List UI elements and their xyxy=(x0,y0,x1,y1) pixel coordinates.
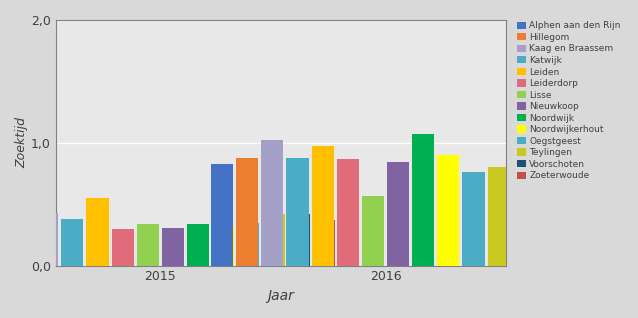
Y-axis label: Zoektijd: Zoektijd xyxy=(15,117,28,168)
Bar xyxy=(437,155,459,266)
Bar xyxy=(262,214,285,266)
Bar xyxy=(286,157,309,266)
Bar xyxy=(0,225,8,266)
Bar xyxy=(187,224,209,266)
Bar xyxy=(112,229,134,266)
Bar xyxy=(237,223,260,266)
Bar xyxy=(387,162,409,266)
Bar xyxy=(311,147,334,266)
Bar xyxy=(513,147,535,266)
Bar xyxy=(11,235,33,266)
Bar xyxy=(463,172,484,266)
Bar xyxy=(538,164,560,266)
Bar xyxy=(61,219,84,266)
Bar xyxy=(236,157,258,266)
Bar xyxy=(262,140,283,266)
X-axis label: Jaar: Jaar xyxy=(267,289,294,303)
Bar xyxy=(412,134,434,266)
Bar xyxy=(162,227,184,266)
Bar xyxy=(313,220,335,266)
Bar xyxy=(211,164,234,266)
Bar xyxy=(137,224,159,266)
Bar xyxy=(337,159,359,266)
Bar xyxy=(212,226,234,266)
Bar xyxy=(87,198,108,266)
Bar xyxy=(362,196,384,266)
Bar xyxy=(288,214,309,266)
Bar xyxy=(36,213,58,266)
Legend: Alphen aan den Rijn, Hillegom, Kaag en Braassem, Katwijk, Leiden, Leiderdorp, Li: Alphen aan den Rijn, Hillegom, Kaag en B… xyxy=(515,20,623,182)
Bar xyxy=(487,167,510,266)
